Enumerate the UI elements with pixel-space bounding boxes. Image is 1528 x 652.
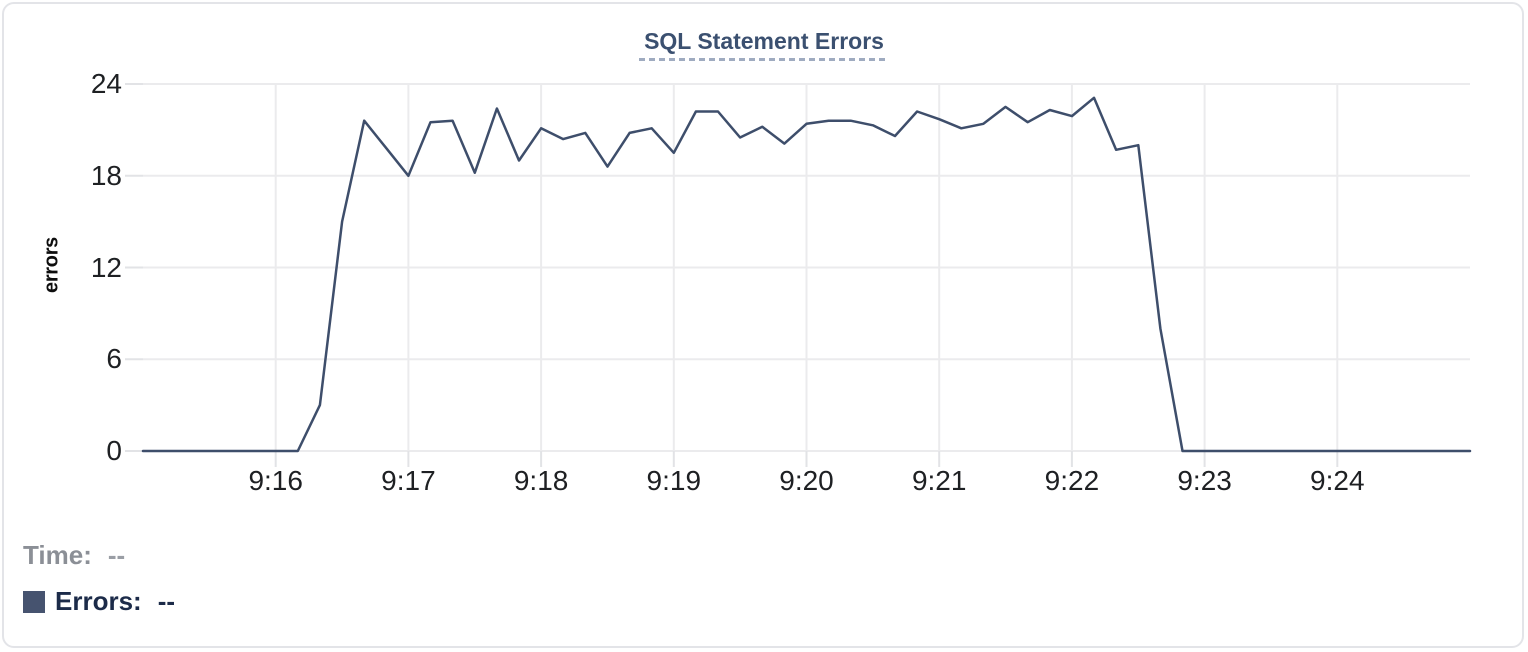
x-tick-label: 9:24 xyxy=(1310,465,1365,496)
chart-title-block: SQL Statement Errors xyxy=(639,28,889,61)
errors-label: Errors: xyxy=(55,586,142,616)
time-value: -- xyxy=(107,540,126,570)
legend-errors-row[interactable]: Errors: -- xyxy=(23,586,175,617)
x-tick-label: 9:19 xyxy=(646,465,702,496)
x-tick-label: 9:20 xyxy=(779,465,834,496)
errors-series-line[interactable] xyxy=(141,96,1472,453)
y-tick-label: 12 xyxy=(90,251,122,283)
errors-value: -- xyxy=(157,586,176,616)
x-tick-label: 9:18 xyxy=(513,465,569,496)
chart-title-underline xyxy=(639,58,889,61)
x-tick-label: 9:16 xyxy=(248,465,303,496)
x-tick-label: 9:17 xyxy=(381,465,436,496)
chart-header: SQL Statement Errors xyxy=(0,28,1528,61)
y-tick-label: 6 xyxy=(106,343,122,375)
y-tick-label: 18 xyxy=(90,159,122,191)
x-tick-label: 9:21 xyxy=(911,465,967,496)
time-label: Time: xyxy=(23,540,92,570)
errors-series-swatch[interactable] xyxy=(23,590,45,613)
x-tick-label: 9:22 xyxy=(1044,465,1100,496)
y-tick-label: 0 xyxy=(106,435,122,466)
x-tick-label: 9:23 xyxy=(1177,465,1232,496)
chart-title-link[interactable]: SQL Statement Errors xyxy=(644,28,884,54)
legend-time-row: Time: -- xyxy=(23,540,125,571)
y-tick-label: 24 xyxy=(90,68,122,99)
